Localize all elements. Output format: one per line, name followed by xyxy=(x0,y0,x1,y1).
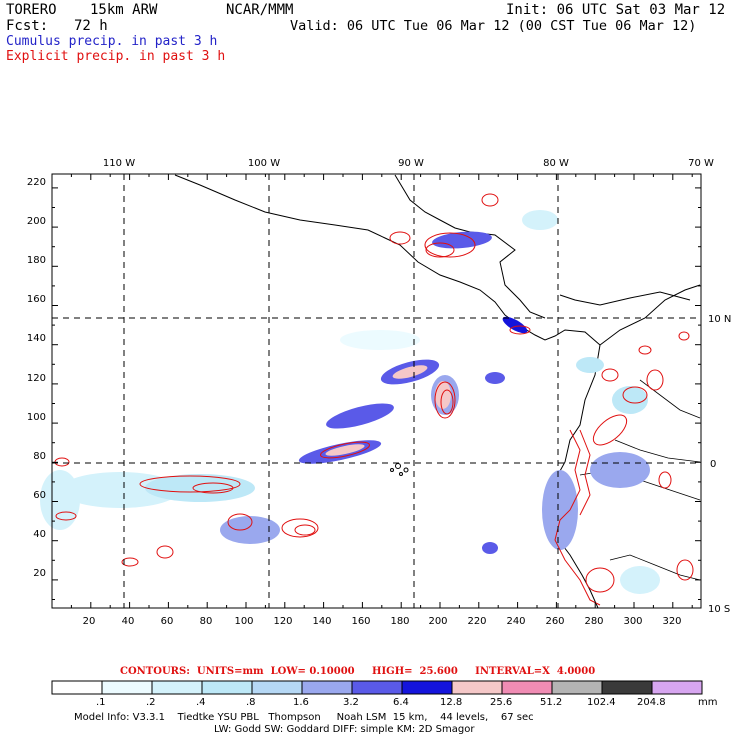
colorbar-label: .1 xyxy=(96,697,106,708)
colorbar xyxy=(51,680,703,695)
x-tick-label: 100 xyxy=(234,616,253,627)
colorbar-swatch xyxy=(651,680,703,695)
lon-labels: 110 W 100 W 90 W 80 W 70 W xyxy=(103,158,714,169)
colorbar-swatch xyxy=(551,680,603,695)
colorbar-swatch xyxy=(251,680,303,695)
colorbar-label: .4 xyxy=(196,697,206,708)
x-tick-label: 240 xyxy=(506,616,525,627)
x-tick-label: 220 xyxy=(467,616,486,627)
x-tick-label: 260 xyxy=(545,616,564,627)
colorbar-swatch xyxy=(301,680,353,695)
colorbar-label: 12.8 xyxy=(440,697,463,708)
colorbar-label: .2 xyxy=(146,697,156,708)
lon-label-80w: 80 W xyxy=(543,158,569,169)
colorbar-swatch xyxy=(51,680,103,695)
model-resolution: 15km ARW xyxy=(90,2,158,18)
init-time: Init: 06 UTC Sat 03 Mar 12 xyxy=(506,2,726,18)
x-tick-label: 80 xyxy=(200,616,213,627)
y-tick-label: 160 xyxy=(27,294,46,305)
x-tick-label: 180 xyxy=(390,616,409,627)
x-tick-label: 300 xyxy=(623,616,642,627)
colorbar-label: 102.4 xyxy=(587,697,616,708)
y-tick-label: 200 xyxy=(27,216,46,227)
colorbar-label: .8 xyxy=(246,697,256,708)
colorbar-swatch xyxy=(501,680,553,695)
axis-ticks xyxy=(51,174,701,608)
x-tick-label: 320 xyxy=(662,616,681,627)
colorbar-swatch xyxy=(601,680,653,695)
colorbar-label: 1.6 xyxy=(293,697,309,708)
map-frame xyxy=(51,173,702,609)
model-name: TORERO xyxy=(6,2,57,18)
colorbar-swatch xyxy=(401,680,453,695)
forecast-hour: 72 h xyxy=(74,18,108,34)
lat-labels: 10 N 0 10 S xyxy=(708,314,731,615)
lat-label-0: 0 xyxy=(710,459,716,470)
colorbar-label: 6.4 xyxy=(393,697,409,708)
x-tick-label: 120 xyxy=(273,616,292,627)
x-tick-labels: 20 40 60 80 100 120 140 160 180 200 220 … xyxy=(83,616,682,627)
y-tick-label: 180 xyxy=(27,255,46,266)
lon-label-90w: 90 W xyxy=(398,158,424,169)
y-tick-label: 220 xyxy=(27,177,46,188)
y-tick-label: 140 xyxy=(27,333,46,344)
x-tick-label: 160 xyxy=(351,616,370,627)
model-physics: LW: Godd SW: Goddard DIFF: simple KM: 2D… xyxy=(214,724,475,735)
explicit-field-title: Explicit precip. in past 3 h xyxy=(6,49,226,64)
map-grid xyxy=(52,174,701,608)
colorbar-swatch xyxy=(201,680,253,695)
y-tick-label: 120 xyxy=(27,373,46,384)
x-tick-label: 40 xyxy=(122,616,135,627)
y-tick-label: 60 xyxy=(33,490,46,501)
y-tick-label: 100 xyxy=(27,412,46,423)
y-tick-label: 80 xyxy=(33,451,46,462)
x-tick-label: 280 xyxy=(584,616,603,627)
explicit-precip xyxy=(54,193,694,606)
colorbar-swatch xyxy=(101,680,153,695)
x-tick-label: 140 xyxy=(312,616,331,627)
colorbar-label: 204.8 xyxy=(637,697,666,708)
model-info: Model Info: V3.3.1 Tiedtke YSU PBL Thomp… xyxy=(74,712,534,723)
colorbar-unit: mm xyxy=(698,697,718,708)
cumulus-precip xyxy=(40,210,660,594)
model-center: NCAR/MMM xyxy=(226,2,294,18)
x-tick-label: 60 xyxy=(161,616,174,627)
contours-info: CONTOURS: UNITS=mm LOW= 0.10000 HIGH= 25… xyxy=(120,666,596,677)
colorbar-label: 3.2 xyxy=(343,697,359,708)
cumulus-field-title: Cumulus precip. in past 3 h xyxy=(6,34,218,49)
colorbar-swatch xyxy=(451,680,503,695)
lon-label-110w: 110 W xyxy=(103,158,135,169)
x-tick-label: 200 xyxy=(428,616,447,627)
valid-time: Valid: 06 UTC Tue 06 Mar 12 (00 CST Tue … xyxy=(290,18,697,34)
y-tick-label: 40 xyxy=(33,529,46,540)
lat-label-10n: 10 N xyxy=(708,314,731,325)
forecast-label: Fcst: xyxy=(6,18,49,34)
colorbar-swatch xyxy=(351,680,403,695)
y-tick-labels: 220 200 180 160 140 120 100 80 60 40 20 xyxy=(27,177,46,579)
colorbar-swatch xyxy=(151,680,203,695)
colorbar-label: 51.2 xyxy=(540,697,563,708)
y-tick-label: 20 xyxy=(33,568,46,579)
lon-label-70w: 70 W xyxy=(688,158,714,169)
colorbar-label: 25.6 xyxy=(490,697,513,708)
lon-label-100w: 100 W xyxy=(248,158,280,169)
lat-label-10s: 10 S xyxy=(708,604,730,615)
x-tick-label: 20 xyxy=(83,616,96,627)
